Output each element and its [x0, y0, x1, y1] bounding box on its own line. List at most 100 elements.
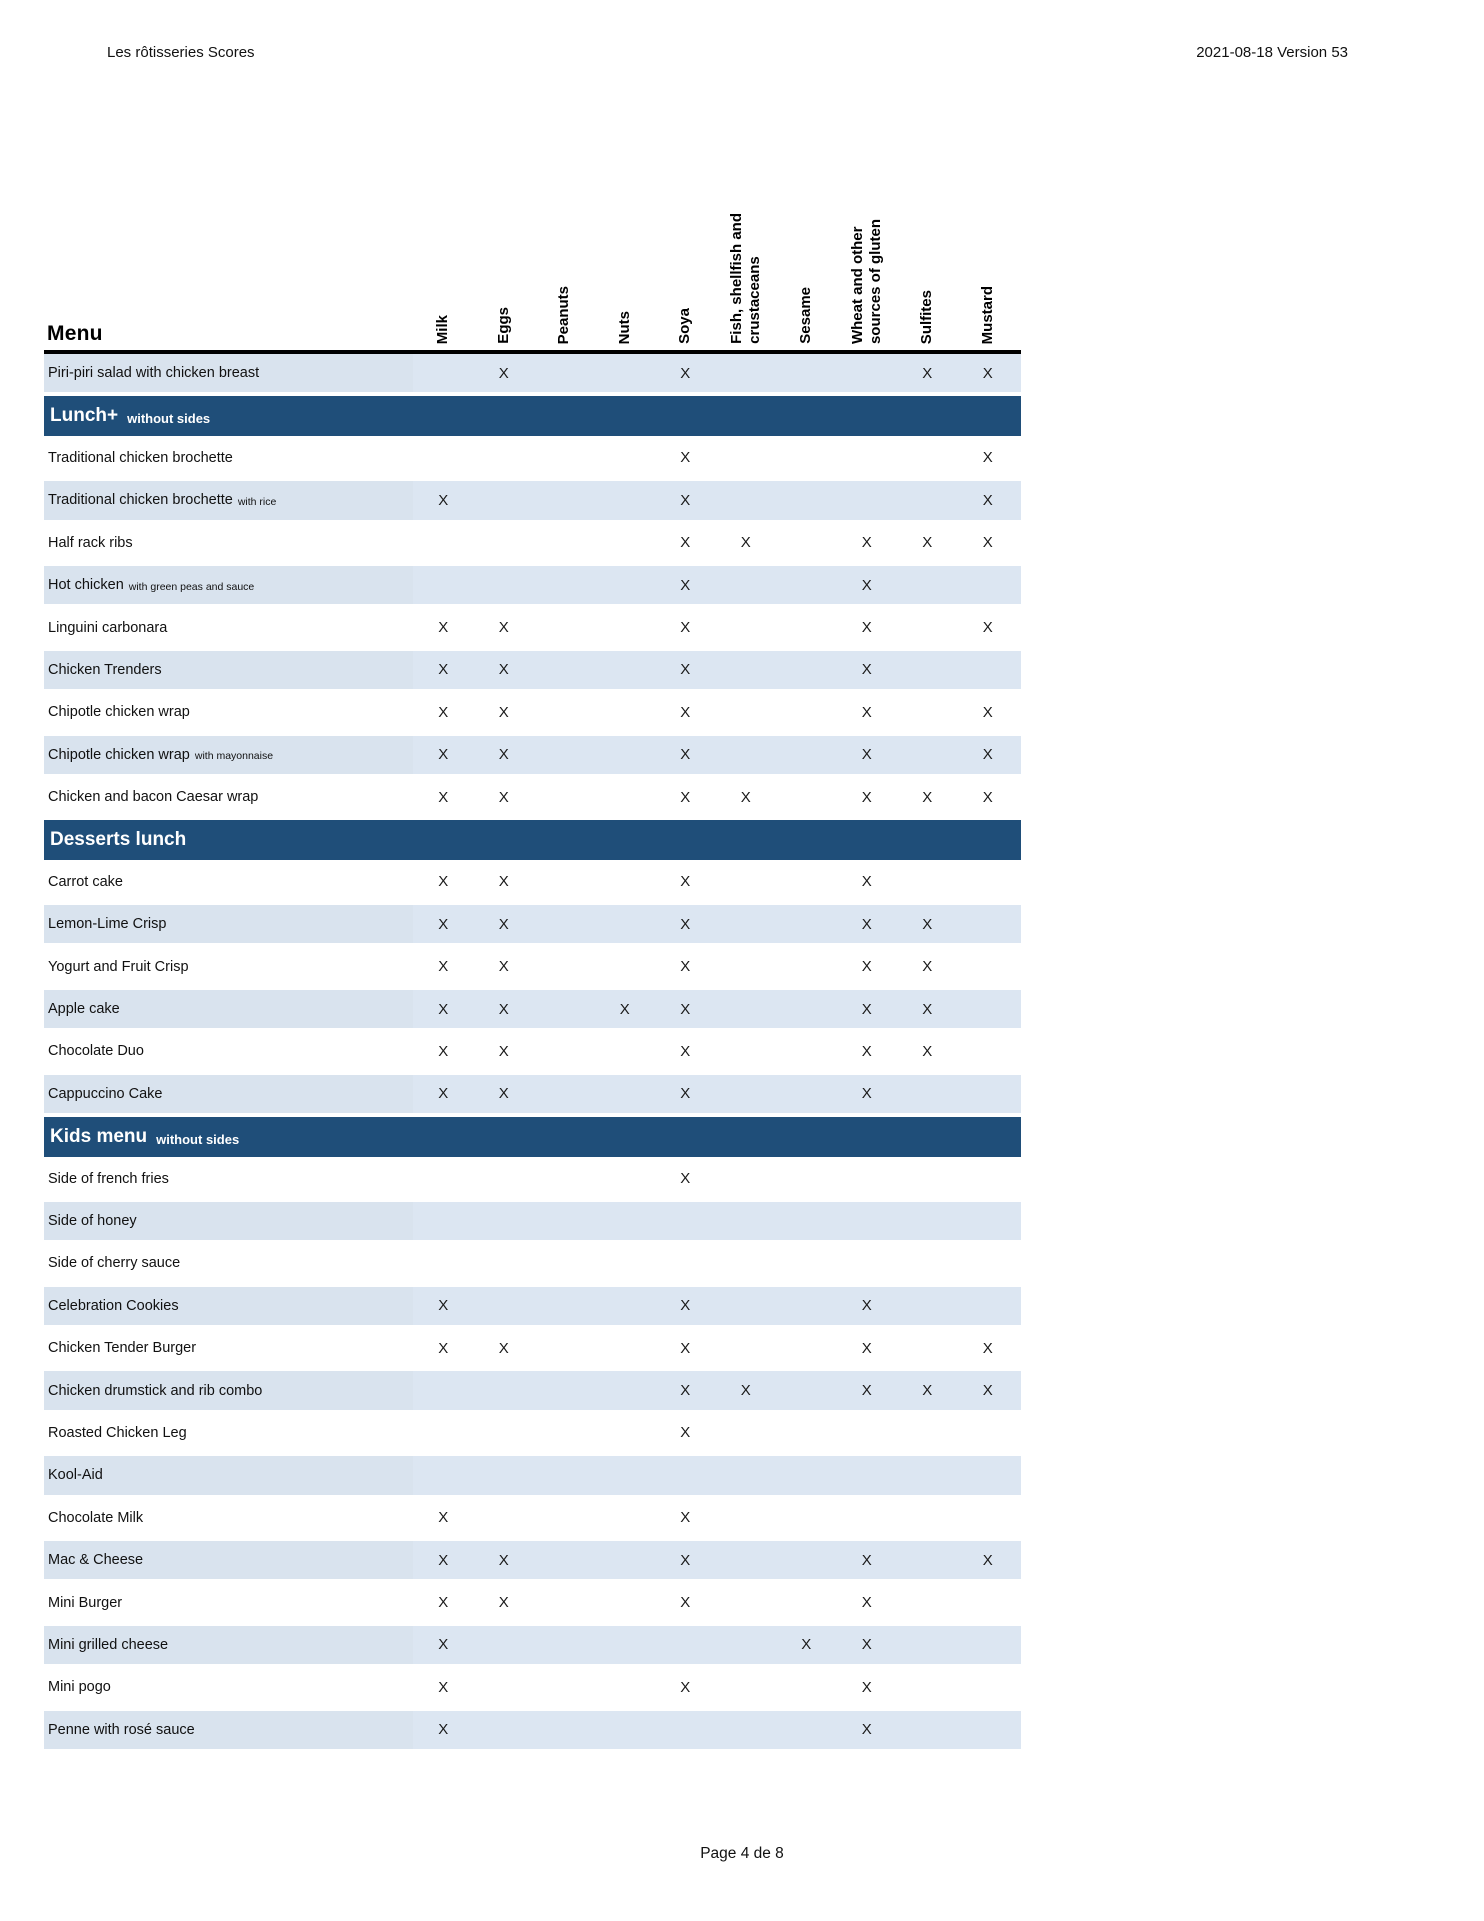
- allergen-mark-cell: [897, 1711, 958, 1749]
- menu-item-label: Chicken drumstick and rib combo: [44, 1371, 413, 1410]
- allergen-mark-cell: [776, 524, 837, 562]
- menu-item-suffix: with rice: [237, 495, 277, 508]
- menu-item-name: Lemon-Lime Crisp: [48, 916, 167, 933]
- allergen-mark-cell: X: [861, 1000, 872, 1018]
- allergen-mark-cell: X: [861, 915, 872, 933]
- menu-item-name: Traditional chicken brochette: [48, 492, 233, 509]
- allergen-mark-cell: [534, 1032, 595, 1070]
- allergen-mark-cell: [413, 354, 474, 392]
- allergen-mark-cell: [716, 693, 777, 731]
- allergen-mark-cell: [716, 1711, 777, 1749]
- allergen-mark-cell: X: [861, 1678, 872, 1696]
- allergen-mark-cell: [595, 524, 656, 562]
- table-row: Traditional chicken brochette with rice …: [44, 481, 1021, 520]
- allergen-mark-cell: X: [861, 1721, 872, 1739]
- allergen-mark-cell: [776, 1711, 837, 1749]
- allergen-mark-cell: [897, 608, 958, 646]
- allergen-mark-cell: [534, 354, 595, 392]
- allergen-mark-cell: [776, 1583, 837, 1621]
- page-number: Page 4 de 8: [700, 1845, 784, 1862]
- allergen-mark-cell: [716, 651, 777, 689]
- allergen-mark-cell: [413, 1202, 474, 1240]
- allergen-mark-cell: [837, 1499, 898, 1537]
- menu-item-name: Side of french fries: [48, 1170, 169, 1187]
- menu-item-label: Mini grilled cheese: [44, 1625, 413, 1665]
- allergen-mark-cell: X: [922, 1000, 933, 1018]
- allergen-mark-cell: [897, 1668, 958, 1706]
- column-header-fish-shellfish: Fish, shellfish and crustaceans: [727, 213, 763, 344]
- allergen-mark-cell: X: [982, 746, 993, 764]
- allergen-mark-cell: [776, 1287, 837, 1325]
- allergen-mark-cell: [837, 439, 898, 477]
- table-row: Chipotle chicken wrap with mayonnaise X X…: [44, 735, 1021, 774]
- allergen-mark-cell: X: [619, 1000, 630, 1018]
- allergen-mark-cell: X: [680, 1170, 691, 1188]
- allergen-mark-cell: [958, 1414, 1019, 1452]
- document-version-date: 2021-08-18 Version 53: [1196, 44, 1348, 61]
- menu-item-label: Chipotle chicken wrap with mayonnaise: [44, 735, 413, 774]
- allergen-mark-cell: [716, 863, 777, 901]
- menu-item-label: Traditional chicken brochette with rice: [44, 481, 413, 520]
- allergen-mark-cell: [837, 1244, 898, 1282]
- allergen-mark-cell: X: [680, 746, 691, 764]
- column-header-sesame: Sesame: [797, 287, 815, 344]
- allergen-mark-cell: [413, 566, 474, 604]
- allergen-cells: [413, 1201, 1021, 1241]
- menu-item-name: Traditional chicken brochette: [48, 449, 233, 466]
- table-row: Kool-Aid: [44, 1456, 1021, 1495]
- allergen-mark-cell: [776, 778, 837, 816]
- allergen-mark-cell: [716, 439, 777, 477]
- allergen-mark-cell: X: [680, 1382, 691, 1400]
- table-row: Chicken Trenders X X X X: [44, 650, 1021, 690]
- menu-item-name: Mini Burger: [48, 1594, 123, 1611]
- section-name: Desserts lunch: [50, 829, 187, 851]
- allergen-mark-cell: [958, 990, 1019, 1028]
- allergen-mark-cell: X: [438, 1339, 449, 1357]
- table-row: Chipotle chicken wrap X X X X X: [44, 693, 1021, 731]
- allergen-mark-cell: X: [680, 873, 691, 891]
- allergen-mark-cell: [958, 651, 1019, 689]
- allergen-mark-cell: [837, 481, 898, 519]
- allergen-mark-cell: [595, 608, 656, 646]
- allergen-mark-cell: [897, 1583, 958, 1621]
- allergen-mark-cell: [776, 947, 837, 985]
- allergen-mark-cell: [595, 1032, 656, 1070]
- allergen-mark-cell: X: [498, 1594, 509, 1612]
- allergen-mark-cell: X: [438, 703, 449, 721]
- allergen-mark-cell: [534, 778, 595, 816]
- menu-item-name: Side of honey: [48, 1213, 137, 1229]
- allergen-mark-cell: X: [498, 1551, 509, 1569]
- allergen-mark-cell: X: [680, 1339, 691, 1357]
- allergen-mark-cell: [534, 1414, 595, 1452]
- allergen-mark-cell: X: [861, 1594, 872, 1612]
- menu-item-label: Hot chicken with green peas and sauce: [44, 565, 413, 605]
- allergen-mark-cell: X: [438, 958, 449, 976]
- allergen-mark-cell: [776, 1202, 837, 1240]
- allergen-mark-cell: X: [861, 661, 872, 679]
- allergen-mark-cell: [595, 1371, 656, 1409]
- column-header-wheat-gluten: Wheat and other sources of gluten: [848, 218, 884, 344]
- section-name: Lunch+: [50, 405, 119, 427]
- allergen-mark-cell: [776, 354, 837, 392]
- allergen-mark-cell: X: [982, 619, 993, 637]
- allergen-mark-cell: X: [680, 661, 691, 679]
- allergen-mark-cell: [958, 1159, 1019, 1197]
- allergen-mark-cell: [897, 1329, 958, 1367]
- allergen-mark-cell: [716, 1583, 777, 1621]
- allergen-mark-cell: X: [438, 746, 449, 764]
- allergen-mark-cell: [595, 947, 656, 985]
- allergen-mark-cell: X: [438, 915, 449, 933]
- allergen-mark-cell: [776, 1499, 837, 1537]
- allergen-mark-cell: [534, 1456, 595, 1494]
- allergen-mark-cell: [595, 1244, 656, 1282]
- allergen-mark-cell: [534, 481, 595, 519]
- allergen-mark-cell: [595, 1202, 656, 1240]
- table-row: Piri-piri salad with chicken breast X X X X: [44, 354, 1021, 393]
- table-row: Mini grilled cheese X X X: [44, 1625, 1021, 1665]
